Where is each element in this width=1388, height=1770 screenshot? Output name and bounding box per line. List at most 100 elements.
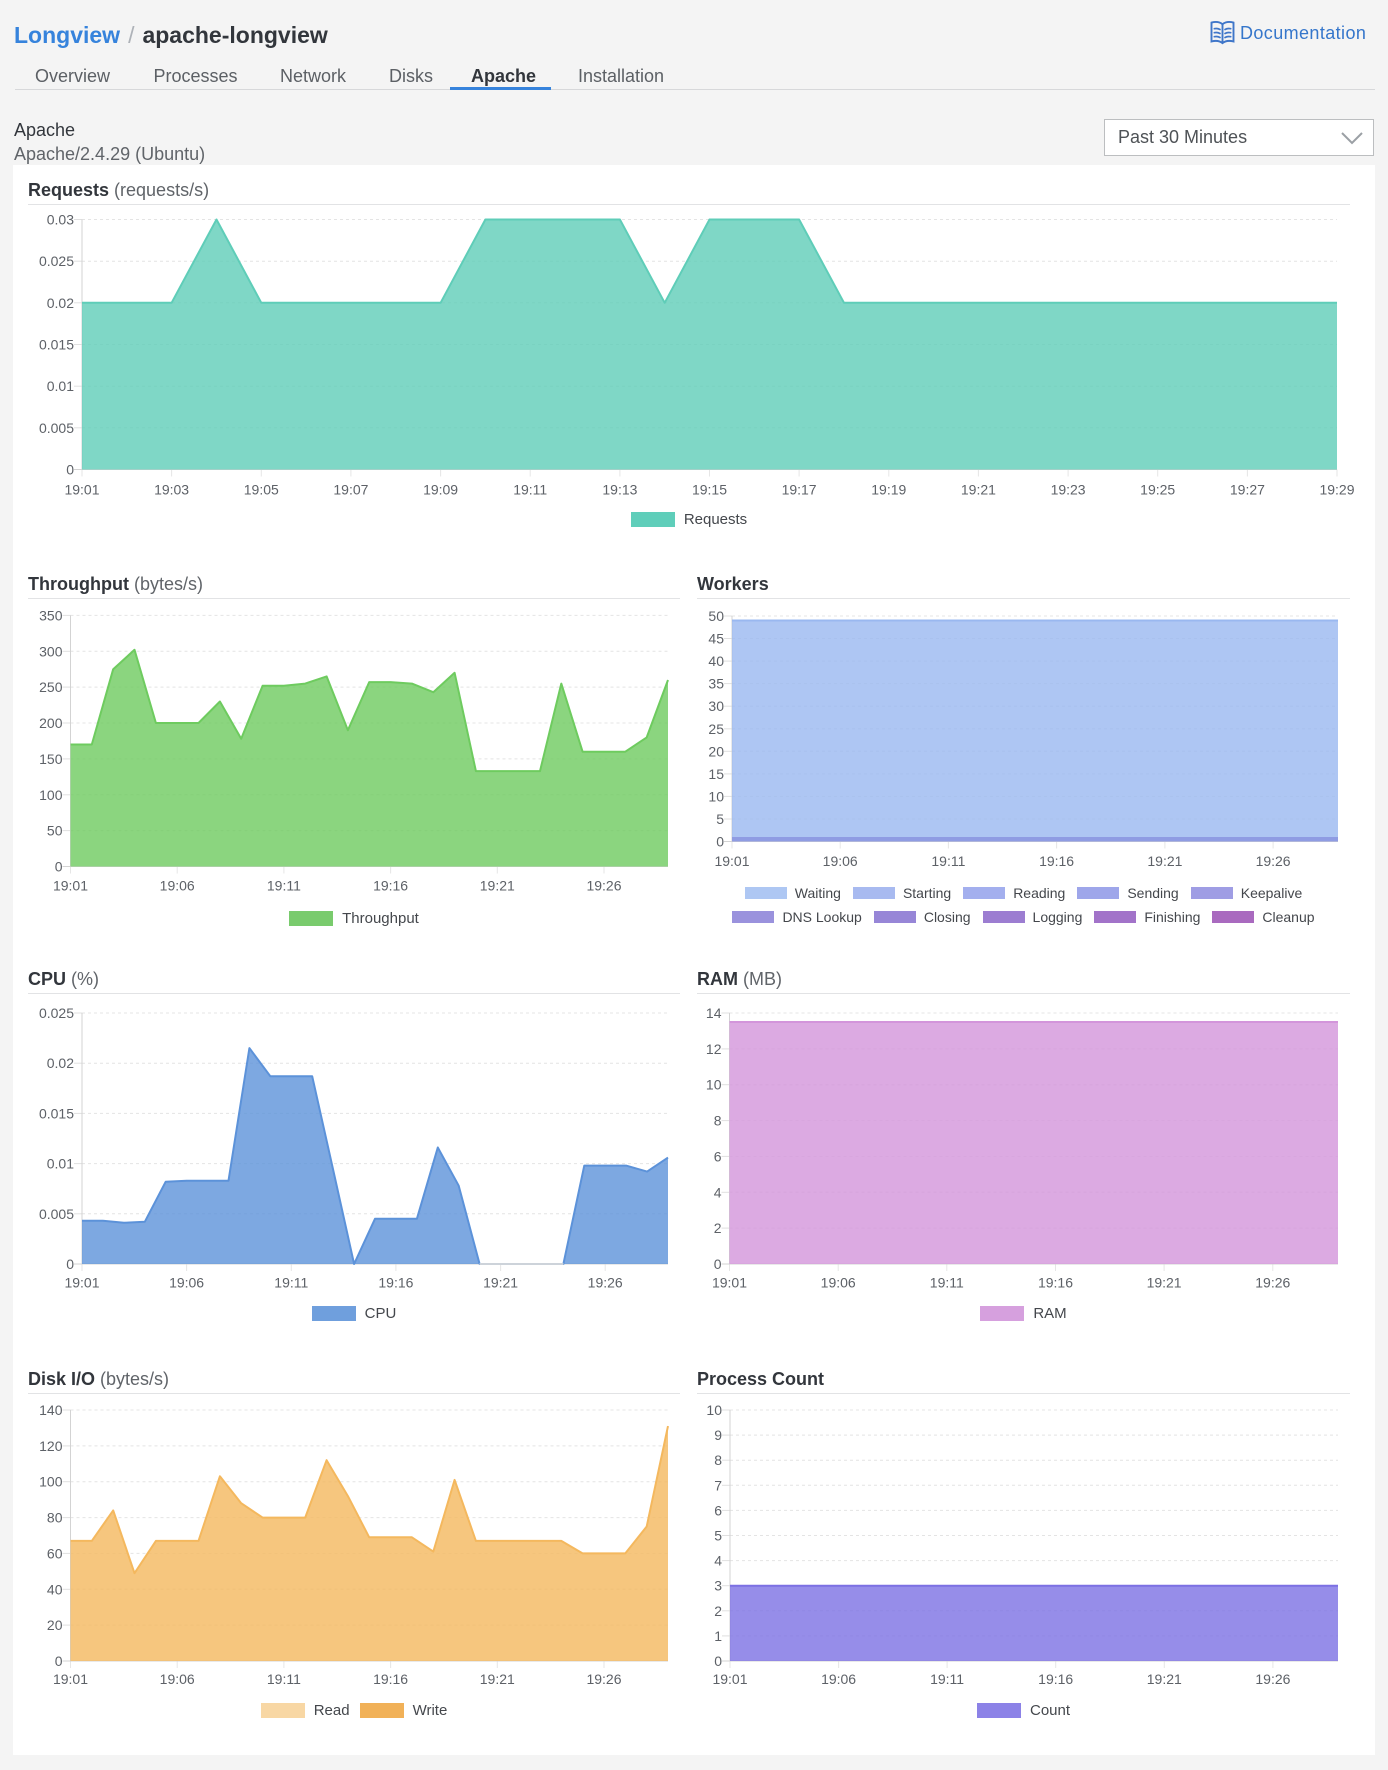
svg-text:0.02: 0.02 (47, 295, 74, 311)
svg-text:19:16: 19:16 (1038, 1275, 1073, 1291)
svg-text:19:11: 19:11 (930, 1671, 964, 1687)
svg-text:19:01: 19:01 (64, 482, 99, 498)
svg-text:0: 0 (66, 462, 74, 478)
svg-text:1: 1 (714, 1628, 722, 1644)
svg-text:0.01: 0.01 (47, 1156, 74, 1172)
svg-text:45: 45 (708, 631, 724, 647)
svg-text:19:11: 19:11 (274, 1275, 308, 1291)
svg-text:19:23: 19:23 (1051, 482, 1086, 498)
svg-text:0: 0 (714, 1256, 722, 1272)
svg-text:250: 250 (39, 679, 63, 695)
svg-text:0.005: 0.005 (39, 420, 74, 436)
svg-text:19:05: 19:05 (244, 482, 279, 498)
svg-text:2: 2 (714, 1220, 722, 1236)
svg-text:19:26: 19:26 (1255, 1671, 1290, 1687)
svg-text:19:11: 19:11 (931, 853, 965, 869)
svg-text:19:01: 19:01 (53, 1671, 88, 1687)
svg-text:19:16: 19:16 (1039, 853, 1074, 869)
svg-text:19:16: 19:16 (373, 878, 408, 894)
svg-text:120: 120 (39, 1438, 63, 1454)
svg-text:19:09: 19:09 (423, 482, 458, 498)
svg-text:25: 25 (708, 721, 724, 737)
svg-text:4: 4 (714, 1184, 722, 1200)
svg-text:10: 10 (708, 788, 724, 804)
svg-text:19:01: 19:01 (712, 1671, 747, 1687)
svg-text:50: 50 (708, 608, 724, 624)
svg-text:4: 4 (714, 1553, 722, 1569)
svg-text:300: 300 (39, 643, 63, 659)
svg-text:19:06: 19:06 (169, 1275, 204, 1291)
svg-text:40: 40 (708, 653, 724, 669)
svg-text:19:15: 19:15 (692, 482, 727, 498)
svg-text:20: 20 (47, 1617, 63, 1633)
svg-text:14: 14 (706, 1005, 722, 1021)
svg-text:0: 0 (55, 859, 63, 875)
svg-text:19:21: 19:21 (480, 1671, 515, 1687)
svg-text:100: 100 (39, 787, 63, 803)
svg-text:19:21: 19:21 (1147, 1671, 1182, 1687)
svg-text:60: 60 (47, 1545, 63, 1561)
svg-text:350: 350 (39, 607, 63, 623)
svg-text:200: 200 (39, 715, 63, 731)
svg-text:3: 3 (714, 1578, 722, 1594)
svg-text:19:19: 19:19 (871, 482, 906, 498)
svg-text:50: 50 (47, 823, 63, 839)
svg-text:19:11: 19:11 (930, 1275, 964, 1291)
svg-text:19:01: 19:01 (712, 1275, 747, 1291)
svg-text:19:25: 19:25 (1140, 482, 1175, 498)
svg-text:19:01: 19:01 (714, 853, 749, 869)
svg-text:0: 0 (66, 1256, 74, 1272)
svg-text:9: 9 (714, 1427, 722, 1443)
svg-text:19:26: 19:26 (588, 1275, 623, 1291)
svg-text:19:27: 19:27 (1230, 482, 1265, 498)
svg-text:0.015: 0.015 (39, 1105, 74, 1121)
svg-text:6: 6 (714, 1148, 722, 1164)
svg-text:19:21: 19:21 (961, 482, 996, 498)
svg-text:19:06: 19:06 (821, 1275, 856, 1291)
svg-text:19:13: 19:13 (602, 482, 637, 498)
svg-text:0: 0 (55, 1653, 63, 1669)
svg-text:7: 7 (714, 1477, 722, 1493)
svg-text:19:21: 19:21 (480, 878, 515, 894)
svg-text:19:03: 19:03 (154, 482, 189, 498)
svg-text:5: 5 (714, 1528, 722, 1544)
svg-text:6: 6 (714, 1502, 722, 1518)
svg-text:2: 2 (714, 1603, 722, 1619)
svg-text:10: 10 (706, 1077, 722, 1093)
svg-text:40: 40 (47, 1581, 63, 1597)
svg-text:19:06: 19:06 (823, 853, 858, 869)
svg-text:19:26: 19:26 (586, 878, 621, 894)
svg-text:19:29: 19:29 (1319, 482, 1354, 498)
svg-text:19:16: 19:16 (378, 1275, 413, 1291)
svg-text:19:17: 19:17 (782, 482, 817, 498)
svg-text:0.025: 0.025 (39, 1005, 74, 1021)
svg-text:150: 150 (39, 751, 63, 767)
svg-text:0: 0 (716, 834, 724, 850)
svg-text:8: 8 (714, 1113, 722, 1129)
svg-text:12: 12 (706, 1041, 722, 1057)
svg-text:140: 140 (39, 1402, 63, 1418)
svg-text:10: 10 (706, 1402, 722, 1418)
svg-text:0.02: 0.02 (47, 1055, 74, 1071)
svg-text:19:06: 19:06 (160, 1671, 195, 1687)
svg-text:19:16: 19:16 (373, 1671, 408, 1687)
svg-text:19:07: 19:07 (333, 482, 368, 498)
svg-text:0.005: 0.005 (39, 1206, 74, 1222)
svg-text:19:21: 19:21 (1147, 853, 1182, 869)
svg-text:0.01: 0.01 (47, 378, 74, 394)
svg-text:5: 5 (716, 811, 724, 827)
svg-text:19:26: 19:26 (586, 1671, 621, 1687)
svg-text:19:21: 19:21 (1147, 1275, 1182, 1291)
svg-text:35: 35 (708, 676, 724, 692)
svg-text:19:11: 19:11 (513, 482, 547, 498)
svg-text:20: 20 (708, 743, 724, 759)
svg-text:19:16: 19:16 (1038, 1671, 1073, 1687)
svg-text:15: 15 (708, 766, 724, 782)
svg-text:19:11: 19:11 (267, 1671, 301, 1687)
svg-text:0.015: 0.015 (39, 337, 74, 353)
svg-text:19:26: 19:26 (1255, 1275, 1290, 1291)
svg-text:19:01: 19:01 (64, 1275, 99, 1291)
svg-text:19:21: 19:21 (483, 1275, 518, 1291)
svg-text:100: 100 (39, 1474, 63, 1490)
svg-text:0.03: 0.03 (47, 212, 74, 228)
